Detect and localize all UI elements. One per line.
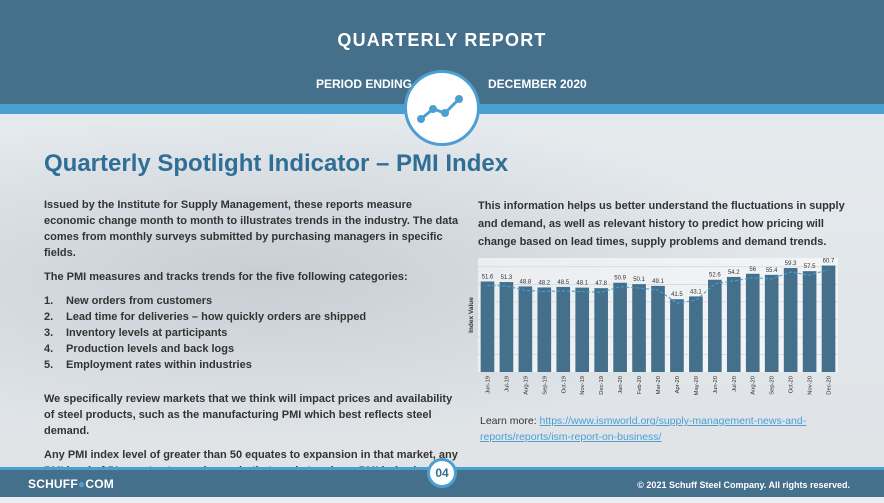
chart-data-label: 48.8 bbox=[520, 279, 532, 285]
chart-bar bbox=[708, 279, 722, 372]
logo-dot: ● bbox=[77, 477, 86, 491]
chart-data-label: 41.5 bbox=[671, 292, 683, 298]
chart-data-label: 56 bbox=[749, 267, 756, 273]
chart-trend-line bbox=[487, 268, 829, 304]
pmi-bar-chart: Index Value 51.6 Jun-19 51.3 Jul-19 48.8 Aug-1… bbox=[468, 258, 838, 395]
period-label: PERIOD ENDING bbox=[316, 77, 413, 91]
period-value: DECEMBER 2020 bbox=[488, 77, 587, 91]
chart-bar bbox=[670, 299, 684, 372]
chart-data-label: 50.1 bbox=[633, 277, 645, 283]
chart-data-label: 50.9 bbox=[614, 276, 626, 282]
chart-bar bbox=[651, 285, 665, 372]
chart-bar bbox=[821, 265, 836, 372]
list-text: New orders from customers bbox=[66, 295, 213, 307]
chart-data-label: 48.1 bbox=[576, 281, 588, 287]
chart-data-label: 54.2 bbox=[728, 270, 740, 276]
list-item: 2. Lead time for deliveries – how quickly… bbox=[44, 309, 464, 325]
chart-tick-label: Nov-19 bbox=[580, 376, 586, 395]
report-title: QUARTERLY REPORT bbox=[337, 30, 547, 50]
chart-data-label: 51.3 bbox=[501, 275, 513, 281]
schuff-logo: SCHUFF●COM bbox=[28, 477, 114, 491]
chart-tick-label: Dec-19 bbox=[599, 376, 605, 395]
right-intro-paragraph: This information helps us better underst… bbox=[478, 200, 845, 248]
copyright-text: © 2021 Schuff Steel Company. All rights … bbox=[637, 480, 850, 490]
chart-tick-label: Sep-20 bbox=[770, 376, 776, 395]
list-text: Inventory levels at participants bbox=[66, 327, 228, 339]
chart-bar bbox=[594, 288, 608, 372]
section-title: Quarterly Spotlight Indicator – PMI Inde… bbox=[44, 150, 509, 177]
list-number: 4. bbox=[44, 343, 54, 355]
chart-tick-label: Nov-20 bbox=[808, 376, 814, 395]
list-text: Employment rates within industries bbox=[66, 359, 252, 371]
chart-tick-label: Aug-20 bbox=[751, 376, 757, 395]
chart-data-label: 59.3 bbox=[785, 261, 797, 267]
chart-data-label: 43.1 bbox=[690, 289, 702, 295]
tracks-paragraph: The PMI measures and tracks trends for t… bbox=[44, 271, 408, 283]
chart-tick-label: Oct-20 bbox=[789, 376, 795, 393]
intro-paragraph: Issued by the Institute for Supply Manag… bbox=[44, 199, 459, 259]
chart-data-label: 48.5 bbox=[557, 280, 569, 286]
chart-bar bbox=[480, 281, 495, 372]
chart-bar bbox=[632, 284, 646, 372]
chart-tick-label: Jun-20 bbox=[713, 376, 719, 394]
list-item: 1. New orders from customers bbox=[44, 293, 464, 309]
chart-bar bbox=[499, 282, 514, 372]
page-number: 04 bbox=[427, 458, 457, 488]
chart-tick-label: Feb-20 bbox=[637, 376, 643, 394]
chart-tick-label: Jan-20 bbox=[618, 376, 624, 394]
list-item: 4. Production levels and back logs bbox=[44, 341, 464, 357]
chart-tick-label: Jun-19 bbox=[485, 376, 491, 394]
chart-bar bbox=[764, 274, 779, 372]
chart-data-label: 49.1 bbox=[652, 279, 664, 285]
chart-data-label: 55.4 bbox=[766, 268, 778, 274]
list-number: 3. bbox=[44, 327, 54, 339]
chart-bar bbox=[802, 271, 817, 372]
chart-tick-label: Jul-19 bbox=[504, 376, 510, 392]
chart-data-label: 51.6 bbox=[482, 275, 494, 281]
chart-tick-label: Oct-19 bbox=[561, 376, 567, 393]
chart-bar bbox=[726, 276, 741, 372]
categories-list: 1. New orders from customers 2. Lead time … bbox=[44, 293, 464, 373]
emblem-circle bbox=[404, 70, 480, 146]
chart-bar bbox=[745, 273, 760, 372]
chart-tick-label: Apr-20 bbox=[675, 376, 681, 393]
list-text: Lead time for deliveries – how quickly o… bbox=[66, 311, 367, 323]
ism-report-link[interactable]: https://www.ismworld.org/supply-manageme… bbox=[480, 415, 807, 443]
chart-bar bbox=[556, 286, 571, 372]
logo-left-text: SCHUFF bbox=[28, 477, 78, 491]
chart-bar bbox=[689, 296, 703, 372]
chart-tick-label: Mar-20 bbox=[656, 376, 662, 394]
chart-tick-label: Sep-19 bbox=[542, 376, 548, 395]
chart-bar bbox=[613, 282, 627, 372]
chart-data-label: 48.2 bbox=[538, 280, 550, 286]
chart-tick-label: May-20 bbox=[694, 376, 700, 395]
chart-tick-label: Dec-20 bbox=[827, 376, 833, 395]
list-number: 2. bbox=[44, 311, 54, 323]
list-item: 3. Inventory levels at participants bbox=[44, 325, 464, 341]
chart-data-label: 57.5 bbox=[804, 264, 816, 270]
line-chart-icon bbox=[417, 95, 463, 123]
list-number: 5. bbox=[44, 359, 54, 371]
learn-more: Learn more: https://www.ismworld.org/sup… bbox=[480, 413, 820, 445]
chart-bar bbox=[783, 267, 798, 372]
chart-tick-label: Jul-20 bbox=[732, 376, 738, 392]
review-paragraph: We specifically review markets that we t… bbox=[44, 393, 453, 437]
chart-data-label: 47.8 bbox=[595, 281, 607, 287]
chart-tick-label: Aug-19 bbox=[523, 376, 529, 395]
chart-y-axis-label: Index Value bbox=[468, 297, 475, 333]
chart-data-label: 52.6 bbox=[709, 273, 721, 279]
list-text: Production levels and back logs bbox=[66, 343, 235, 355]
logo-right-text: COM bbox=[85, 477, 114, 491]
list-number: 1. bbox=[44, 295, 54, 307]
chart-bar bbox=[518, 286, 533, 372]
learn-more-label: Learn more: bbox=[480, 415, 540, 427]
list-item: 5. Employment rates within industries bbox=[44, 357, 464, 373]
chart-bar bbox=[537, 287, 552, 372]
left-column: Issued by the Institute for Supply Manag… bbox=[44, 197, 464, 503]
chart-data-label: 60.7 bbox=[823, 259, 835, 265]
chart-bar bbox=[575, 287, 590, 372]
